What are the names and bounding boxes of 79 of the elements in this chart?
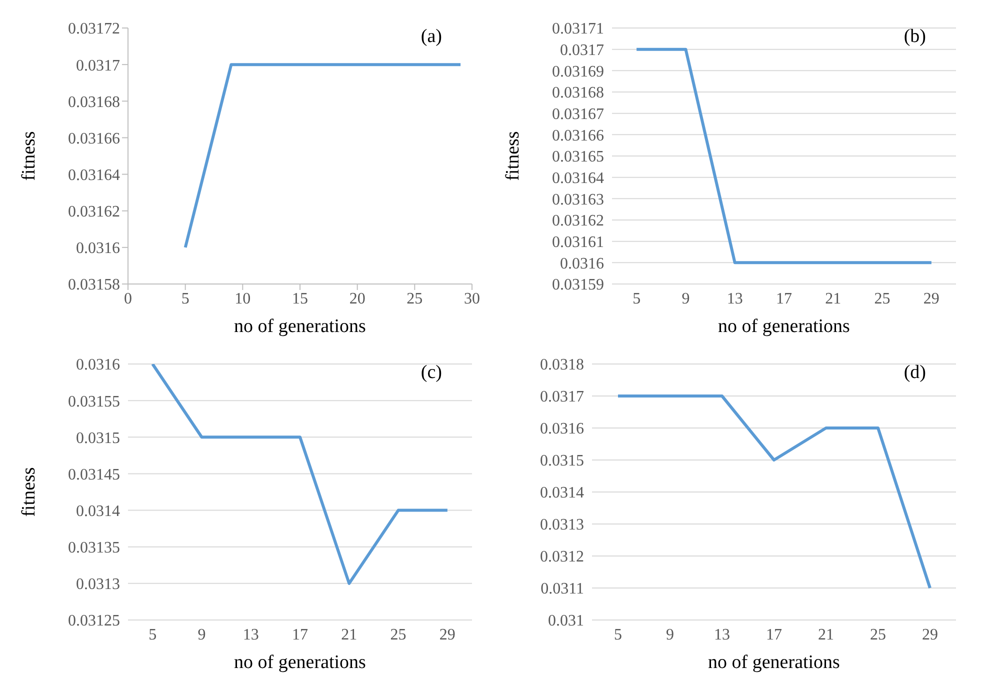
y-tick-label: 0.03168: [552, 84, 604, 102]
y-tick-label: 0.0317: [560, 42, 604, 60]
y-tick-label: 0.03162: [68, 204, 120, 221]
x-tick-label: 10: [234, 290, 251, 308]
y-tick-label: 0.03159: [552, 276, 604, 294]
x-tick-label: 0: [124, 290, 132, 308]
y-tick-label: 0.03167: [552, 106, 604, 124]
y-tick-label: 0.03145: [68, 466, 120, 484]
x-tick-label: 15: [292, 290, 308, 308]
x-tick-label: 29: [922, 626, 938, 644]
y-tick-label: 0.0316: [560, 255, 604, 272]
annotation: (a): [420, 26, 442, 48]
x-tick-label: 5: [181, 290, 190, 308]
x-tick-label: 20: [349, 290, 366, 308]
x-axis-title: no of generations: [708, 652, 840, 673]
y-tick-label: 0.03169: [552, 63, 604, 80]
x-tick-label: 30: [464, 290, 480, 308]
y-tick-label: 0.03172: [68, 20, 120, 38]
y-tick-label: 0.031: [548, 612, 584, 630]
y-tick-label: 0.03135: [68, 540, 120, 557]
y-axis-title: fitness: [502, 131, 524, 181]
x-tick-label: 13: [726, 290, 743, 308]
x-tick-label: 13: [242, 626, 259, 644]
x-axis-title: no of generations: [234, 316, 366, 337]
x-axis-title: no of generations: [234, 652, 366, 673]
x-tick-label: 13: [714, 626, 730, 644]
y-tick-label: 0.03161: [552, 234, 604, 252]
y-tick-label: 0.0318: [540, 356, 584, 374]
line-series: [616, 394, 932, 590]
y-tick-label: 0.0316: [540, 420, 584, 438]
x-tick-label: 17: [776, 290, 792, 308]
x-tick-label: 5: [614, 626, 622, 644]
y-tick-label: 0.03163: [552, 191, 604, 208]
x-tick-label: 21: [825, 290, 842, 308]
x-tick-label: 25: [406, 290, 423, 308]
line-series: [151, 364, 449, 585]
annotation: (b): [904, 26, 926, 48]
x-tick-label: 25: [390, 626, 406, 644]
y-tick-label: 0.0313: [76, 576, 120, 594]
y-tick-label: 0.03164: [552, 170, 604, 188]
y-tick-label: 0.0316: [76, 240, 120, 258]
y-tick-label: 0.0314: [76, 502, 120, 520]
y-tick-label: 0.03168: [68, 94, 120, 111]
x-tick-label: 17: [292, 626, 308, 644]
x-tick-label: 9: [666, 626, 674, 644]
x-tick-label: 25: [874, 290, 890, 308]
y-tick-label: 0.0314: [540, 484, 584, 502]
x-tick-label: 29: [439, 626, 456, 644]
y-tick-label: 0.03166: [552, 127, 604, 144]
y-tick-label: 0.03155: [68, 393, 120, 410]
x-tick-label: 5: [148, 626, 157, 644]
x-tick-label: 9: [682, 290, 690, 308]
x-tick-label: 5: [632, 290, 641, 308]
x-axis-title: no of generations: [718, 316, 850, 337]
y-tick-label: 0.03162: [552, 212, 604, 230]
x-tick-label: 29: [923, 290, 940, 308]
y-tick-label: 0.0317: [76, 57, 120, 74]
y-tick-label: 0.0315: [76, 430, 120, 447]
x-tick-label: 21: [818, 626, 834, 644]
y-tick-label: 0.03158: [68, 276, 120, 294]
y-tick-label: 0.03125: [68, 612, 120, 630]
y-tick-label: 0.03171: [552, 20, 604, 38]
y-axis-title: fitness: [18, 467, 40, 517]
x-tick-label: 25: [870, 626, 886, 644]
y-tick-label: 0.0312: [540, 548, 584, 566]
annotation: (c): [420, 362, 442, 384]
y-tick-label: 0.0311: [540, 580, 584, 598]
y-tick-label: 0.0317: [540, 388, 584, 406]
x-tick-label: 17: [766, 626, 782, 644]
x-tick-label: 21: [341, 626, 358, 644]
y-tick-label: 0.0316: [76, 356, 120, 374]
y-tick-label: 0.03166: [68, 130, 120, 148]
y-axis-title: fitness: [18, 131, 40, 181]
y-tick-label: 0.03164: [68, 166, 120, 184]
y-tick-label: 0.0313: [540, 516, 584, 534]
y-tick-label: 0.03165: [552, 148, 604, 166]
y-tick-label: 0.0315: [540, 452, 584, 470]
x-tick-label: 9: [198, 626, 206, 644]
annotation: (d): [904, 362, 926, 384]
